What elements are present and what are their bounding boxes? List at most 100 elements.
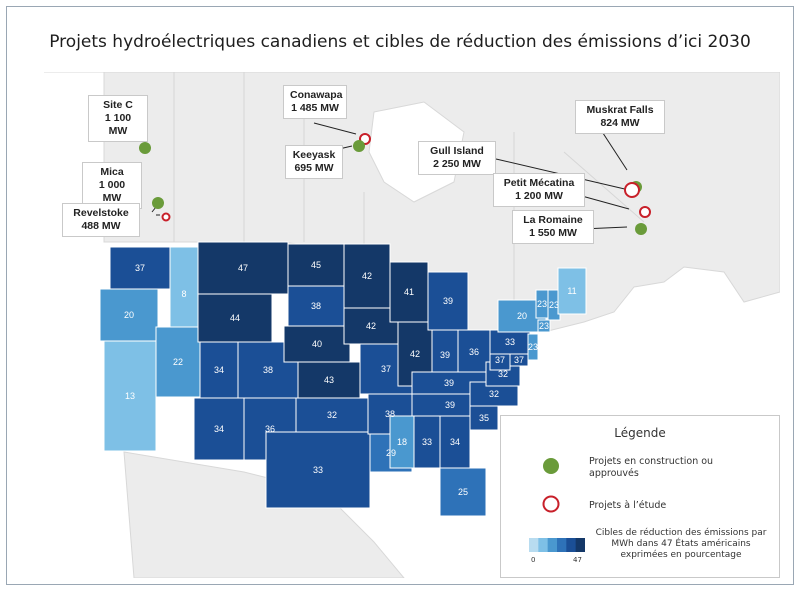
state-nv bbox=[155, 326, 201, 398]
marker-gull-island bbox=[624, 182, 640, 198]
marker-la-romaine bbox=[635, 223, 647, 235]
state-value-in: 39 bbox=[440, 350, 450, 360]
legend-construction-label: Projets en construction ou approuvés bbox=[589, 456, 714, 479]
state-value-la: 29 bbox=[386, 448, 396, 458]
state-value-tx: 33 bbox=[313, 465, 323, 475]
state-al bbox=[413, 415, 441, 469]
state-value-mt: 47 bbox=[238, 263, 248, 273]
state-wi bbox=[389, 261, 429, 323]
state-value-ks: 43 bbox=[324, 375, 334, 385]
project-name: Revelstoke bbox=[73, 207, 129, 219]
project-capacity: 1 485 MW bbox=[291, 102, 339, 114]
state-value-sd: 38 bbox=[311, 301, 321, 311]
project-label-la-romaine: La Romaine 1 550 MW bbox=[512, 210, 594, 244]
state-value-mi: 39 bbox=[443, 296, 453, 306]
legend-study-label: Projets à l’étude bbox=[589, 500, 667, 511]
project-name: Conawapa bbox=[290, 89, 343, 101]
state-ms bbox=[389, 415, 415, 469]
state-nd bbox=[287, 243, 345, 287]
marker-site-c bbox=[139, 142, 151, 154]
state-value-or: 20 bbox=[124, 310, 134, 320]
marker-revelstoke bbox=[161, 212, 171, 222]
state-mi bbox=[427, 271, 469, 331]
project-name: Petit Mécatina bbox=[503, 177, 575, 189]
legend-scale-min: 0 bbox=[531, 556, 536, 564]
scale-swatch bbox=[529, 538, 539, 552]
state-value-ok: 32 bbox=[327, 410, 337, 420]
project-capacity: 2 250 MW bbox=[433, 158, 481, 170]
scale-swatch bbox=[566, 538, 577, 552]
project-name: Muskrat Falls bbox=[586, 104, 654, 116]
state-mt bbox=[197, 241, 289, 295]
legend-study-marker bbox=[542, 495, 560, 513]
state-az bbox=[193, 397, 245, 461]
map-title: Projets hydroélectriques canadiens et ci… bbox=[49, 32, 751, 52]
project-label-mica: Mica 1 000 MW bbox=[82, 162, 142, 209]
map-canvas: 3720138224744343438364538404332334242373… bbox=[44, 72, 780, 578]
state-fl bbox=[439, 467, 487, 517]
scale-swatch bbox=[547, 538, 558, 552]
state-oh bbox=[457, 329, 491, 375]
legend-scale-max: 47 bbox=[573, 556, 582, 564]
state-value-va: 32 bbox=[498, 369, 508, 379]
state-value-ga: 34 bbox=[450, 437, 460, 447]
state-tx bbox=[265, 431, 371, 509]
project-label-petit-mecatina: Petit Mécatina 1 200 MW bbox=[493, 173, 585, 207]
state-value-ne: 40 bbox=[312, 339, 322, 349]
scale-swatch bbox=[575, 538, 585, 552]
state-value-pa: 33 bbox=[505, 337, 515, 347]
state-ca bbox=[103, 340, 157, 452]
state-value-al: 33 bbox=[422, 437, 432, 447]
state-ut bbox=[199, 341, 239, 399]
project-capacity: 824 MW bbox=[600, 117, 640, 129]
state-value-sc: 35 bbox=[479, 413, 489, 423]
state-value-ut: 34 bbox=[214, 365, 224, 375]
state-value-wv: 37 bbox=[495, 355, 505, 365]
legend-construction-marker bbox=[543, 458, 559, 474]
state-ct bbox=[537, 319, 551, 333]
state-value-id: 8 bbox=[181, 289, 186, 299]
project-capacity: 1 550 MW bbox=[529, 227, 577, 239]
state-value-me: 11 bbox=[567, 286, 576, 296]
state-wy bbox=[197, 293, 273, 343]
project-label-site-c: Site C 1 100 MW bbox=[88, 95, 148, 142]
state-id bbox=[169, 246, 199, 342]
state-value-nm: 36 bbox=[265, 424, 275, 434]
project-capacity: 488 MW bbox=[81, 220, 121, 232]
legend-scale-label: Cibles de réduction des émissions par MW… bbox=[595, 528, 767, 560]
state-ok bbox=[295, 397, 369, 433]
state-mn bbox=[343, 243, 391, 309]
state-value-ia: 42 bbox=[366, 321, 376, 331]
state-value-nc: 32 bbox=[489, 389, 499, 399]
project-label-gull-island: Gull Island 2 250 MW bbox=[418, 141, 496, 175]
state-value-wi: 41 bbox=[404, 287, 414, 297]
us-states-layer bbox=[99, 241, 587, 517]
state-ne bbox=[283, 325, 351, 363]
project-label-conawapa: Conawapa 1 485 MW bbox=[283, 85, 347, 119]
hudson-bay bbox=[368, 101, 465, 203]
state-value-mo: 37 bbox=[381, 364, 391, 374]
marker-petit-m-catina bbox=[639, 206, 651, 218]
state-value-wy: 44 bbox=[230, 313, 240, 323]
mexico-landmass bbox=[123, 451, 405, 578]
project-label-keeyask: Keeyask 695 MW bbox=[285, 145, 343, 179]
project-label-revelstoke: Revelstoke 488 MW bbox=[62, 203, 140, 237]
project-capacity: 695 MW bbox=[294, 162, 334, 174]
project-name: La Romaine bbox=[523, 214, 583, 226]
us-state-labels-layer: 3720138224744343438364538404332334242373… bbox=[124, 260, 577, 497]
legend-color-scale bbox=[529, 538, 585, 552]
state-value-tn: 39 bbox=[445, 400, 455, 410]
scale-swatch bbox=[538, 538, 549, 552]
state-value-fl: 25 bbox=[458, 487, 468, 497]
state-me bbox=[557, 267, 587, 315]
project-label-muskrat-falls: Muskrat Falls 824 MW bbox=[575, 100, 665, 134]
project-capacity: 1 200 MW bbox=[515, 190, 563, 202]
state-value-wa: 37 bbox=[135, 263, 145, 273]
state-value-ca: 13 bbox=[125, 391, 135, 401]
state-sd bbox=[287, 285, 345, 327]
state-value-ky: 39 bbox=[444, 378, 454, 388]
state-value-vt: 23 bbox=[537, 299, 547, 309]
project-name: Keeyask bbox=[292, 149, 336, 161]
project-markers-layer bbox=[139, 133, 651, 235]
state-value-nd: 45 bbox=[311, 260, 321, 270]
